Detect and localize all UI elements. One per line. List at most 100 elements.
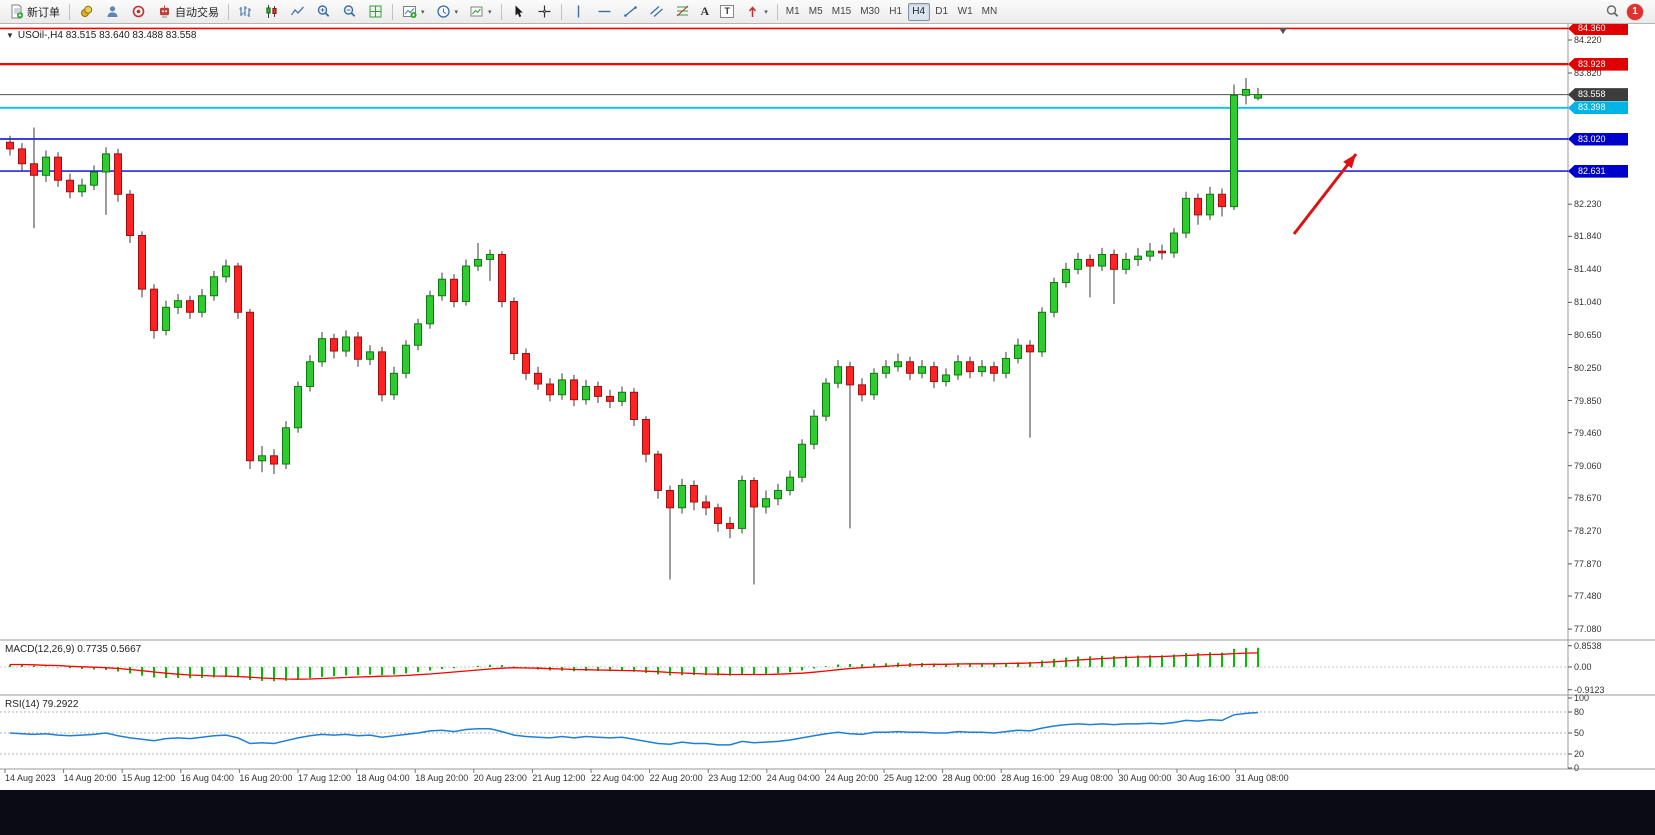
timeframe-mn[interactable]: MN xyxy=(978,3,1002,21)
channel-button[interactable] xyxy=(644,2,669,22)
timeframe-h4[interactable]: H4 xyxy=(907,2,930,21)
price-tick: 81.440 xyxy=(1574,264,1602,275)
time-label: 14 Aug 20:00 xyxy=(63,773,117,783)
crosshair-icon xyxy=(537,4,552,19)
cursor-icon xyxy=(511,4,526,19)
symbol-info-text: USOil-,H4 83.515 83.640 83.488 83.558 xyxy=(17,30,197,41)
arrows-button[interactable]: ▾ xyxy=(740,2,773,22)
text-label-icon: T xyxy=(720,5,735,18)
timeframe-m15[interactable]: M15 xyxy=(828,3,855,21)
time-label: 24 Aug 20:00 xyxy=(825,773,879,783)
bottom-dark-bar xyxy=(0,790,1655,835)
price-badge: 83.020 xyxy=(1568,132,1628,146)
community-button[interactable] xyxy=(126,2,151,22)
line-chart-icon xyxy=(290,4,305,19)
chart-window: ▼ USOil-,H4 83.515 83.640 83.488 83.558 M… xyxy=(0,24,1655,790)
price-tick: 80.250 xyxy=(1574,362,1602,373)
price-tick: 77.080 xyxy=(1574,624,1602,635)
time-label: 28 Aug 16:00 xyxy=(1001,773,1055,783)
time-label: 25 Aug 12:00 xyxy=(884,773,938,783)
rsi-tick: 80 xyxy=(1574,707,1585,717)
horizontal-line-button[interactable] xyxy=(592,2,617,22)
price-badge: 83.398 xyxy=(1568,101,1628,115)
price-badge: 82.631 xyxy=(1568,164,1628,178)
crosshair-button[interactable] xyxy=(532,2,557,22)
new-chart-button[interactable]: ▾ xyxy=(397,2,430,22)
timeframe-h1[interactable]: H1 xyxy=(885,3,907,21)
rsi-label: RSI(14) 79.2922 xyxy=(5,699,79,710)
arrows-icon xyxy=(745,4,760,19)
time-label: 20 Aug 23:00 xyxy=(473,773,527,783)
time-label: 18 Aug 20:00 xyxy=(415,773,469,783)
candlestick-chart-button[interactable] xyxy=(259,2,284,22)
timeframe-m1[interactable]: M1 xyxy=(782,3,804,21)
price-tick: 81.840 xyxy=(1574,231,1602,242)
auto-trading-icon xyxy=(157,4,172,19)
zoom-in-button[interactable] xyxy=(311,2,336,22)
timeframe-w1[interactable]: W1 xyxy=(954,3,977,21)
time-label: 29 Aug 08:00 xyxy=(1059,773,1113,783)
timeframe-m30[interactable]: M30 xyxy=(856,3,883,21)
line-chart-button[interactable] xyxy=(285,2,310,22)
price-tick: 79.850 xyxy=(1574,395,1602,406)
bar-chart-icon xyxy=(238,4,253,19)
macd-tick: -0.9123 xyxy=(1574,684,1605,695)
cursor-button[interactable] xyxy=(506,2,531,22)
toolbar-separator xyxy=(560,3,562,20)
macd-tick: 0.00 xyxy=(1574,662,1592,672)
price-tick: 77.870 xyxy=(1574,558,1602,569)
macd-tick: 0.8538 xyxy=(1574,640,1602,651)
candlestick-chart-icon xyxy=(264,4,279,19)
time-label: 17 Aug 12:00 xyxy=(298,773,352,783)
bar-chart-button[interactable] xyxy=(233,2,258,22)
price-tick: 79.060 xyxy=(1574,460,1602,471)
price-badge: 83.558 xyxy=(1568,88,1628,102)
rsi-tick: 100 xyxy=(1574,693,1590,703)
channel-icon xyxy=(649,4,664,19)
time-label: 15 Aug 12:00 xyxy=(122,773,176,783)
time-label: 18 Aug 04:00 xyxy=(356,773,410,783)
timeframe-d1[interactable]: D1 xyxy=(931,3,953,21)
price-tick: 81.040 xyxy=(1574,297,1602,308)
zoom-out-button[interactable] xyxy=(337,2,362,22)
accounts-button[interactable] xyxy=(100,2,125,22)
toolbar-separator xyxy=(500,3,502,20)
text-tool-button[interactable]: A xyxy=(696,2,715,22)
auto-trading-label: 自动交易 xyxy=(175,6,219,19)
history-button[interactable] xyxy=(74,2,99,22)
new-order-button[interactable]: 新订单 xyxy=(4,2,65,22)
collapse-triangle-icon[interactable]: ▼ xyxy=(6,31,14,40)
rsi-tick: 50 xyxy=(1574,728,1585,738)
fibonacci-icon xyxy=(675,4,690,19)
toolbar-separator xyxy=(392,3,393,20)
notification-badge[interactable]: 1 xyxy=(1627,3,1643,20)
new-order-label: 新订单 xyxy=(27,6,60,19)
main-toolbar: 新订单 自动交易 ▾ ▾ ▾ xyxy=(0,0,1655,24)
time-label: 23 Aug 12:00 xyxy=(708,773,762,783)
fibonacci-button[interactable] xyxy=(670,2,695,22)
periods-button[interactable]: ▾ xyxy=(431,2,464,22)
templates-button[interactable]: ▾ xyxy=(464,2,497,22)
chart-canvas[interactable] xyxy=(0,24,1655,790)
dropdown-caret-icon: ▾ xyxy=(421,8,425,16)
dropdown-caret-icon: ▾ xyxy=(764,8,768,16)
horizontal-line-icon xyxy=(597,4,612,19)
price-tick: 78.670 xyxy=(1574,492,1602,503)
search-icon[interactable] xyxy=(1605,4,1620,19)
vertical-line-button[interactable] xyxy=(566,2,591,22)
auto-trading-button[interactable]: 自动交易 xyxy=(152,2,224,22)
tile-windows-button[interactable] xyxy=(363,2,388,22)
timeframe-m5[interactable]: M5 xyxy=(805,3,827,21)
price-badge: 84.360 xyxy=(1568,24,1628,35)
periods-clock-icon xyxy=(436,4,451,19)
trendline-button[interactable] xyxy=(618,2,643,22)
toolbar-right-group: 1 xyxy=(1605,3,1651,20)
price-tick: 78.270 xyxy=(1574,525,1602,536)
accounts-icon xyxy=(105,4,120,19)
time-label: 21 Aug 12:00 xyxy=(532,773,586,783)
trendline-icon xyxy=(623,4,638,19)
text-label-button[interactable]: T xyxy=(715,2,739,22)
price-tick: 84.220 xyxy=(1574,35,1602,45)
time-label: 14 Aug 2023 xyxy=(5,773,56,783)
time-label: 30 Aug 16:00 xyxy=(1177,773,1231,783)
